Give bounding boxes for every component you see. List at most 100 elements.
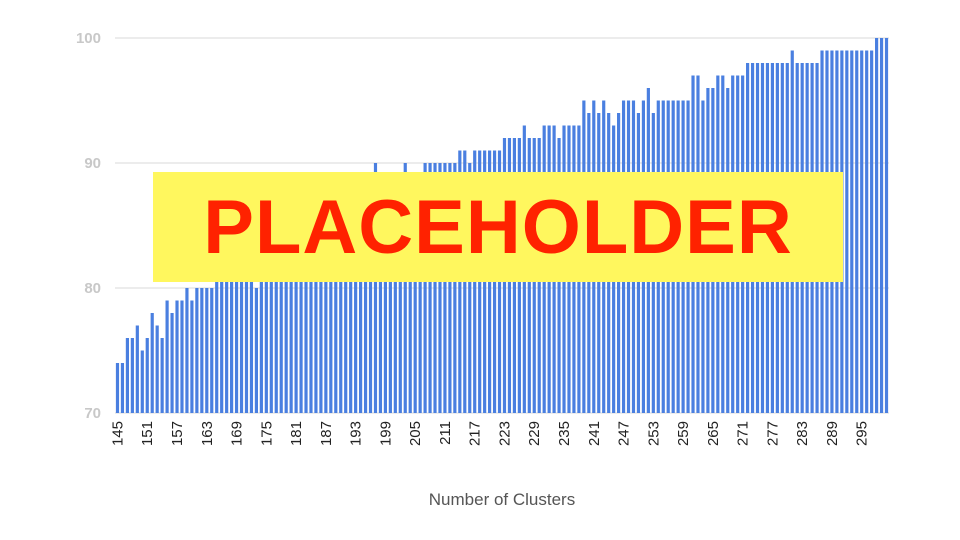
- bar-152: [150, 313, 154, 413]
- x-tick-label: 241: [586, 421, 603, 446]
- x-tick-label: 247: [616, 421, 633, 446]
- x-tick-label: 229: [526, 421, 543, 446]
- placeholder-text: PLACEHOLDER: [203, 184, 793, 270]
- bar-162: [200, 288, 204, 413]
- bar-201: [393, 175, 397, 413]
- bar-192: [349, 200, 353, 413]
- bar-207: [423, 163, 427, 413]
- bar-181: [294, 250, 298, 413]
- gridlines: [115, 37, 889, 414]
- x-axis-label: Number of Clusters: [429, 490, 575, 509]
- y-tick-label: 90: [84, 155, 101, 172]
- bar-174: [259, 275, 263, 413]
- bar-190: [339, 213, 343, 413]
- bar-158: [180, 300, 184, 413]
- x-tick-label: 259: [675, 421, 692, 446]
- y-tick-label: 80: [84, 280, 101, 297]
- bar-187: [324, 225, 328, 413]
- bar-299: [879, 38, 884, 413]
- bar-185: [314, 238, 318, 413]
- bar-189: [334, 213, 338, 413]
- bar-178: [279, 263, 283, 413]
- x-tick-label: 151: [139, 421, 156, 446]
- bar-184: [309, 238, 313, 413]
- x-tick-label: 271: [735, 421, 752, 446]
- bar-194: [359, 188, 363, 413]
- bar-151: [145, 338, 149, 413]
- bar-298: [875, 38, 879, 413]
- y-tick-labels: 70 80 90 100: [76, 30, 101, 422]
- bar-179: [284, 263, 288, 413]
- x-tick-label: 253: [645, 421, 662, 446]
- bar-149: [135, 325, 139, 413]
- bar-193: [354, 188, 358, 413]
- x-tick-label: 295: [854, 421, 871, 446]
- bar-176: [269, 275, 273, 413]
- x-tick-label: 217: [467, 421, 484, 446]
- bar-157: [175, 300, 179, 413]
- bar-296: [865, 50, 869, 413]
- bar-292: [845, 50, 849, 413]
- y-tick-label: 70: [84, 405, 101, 422]
- bar-216: [468, 163, 472, 413]
- bar-205: [413, 175, 417, 413]
- bar-199: [383, 175, 387, 413]
- bar-155: [165, 300, 169, 413]
- bar-164: [210, 288, 214, 413]
- bar-171: [244, 275, 249, 413]
- bar-209: [433, 163, 437, 413]
- bar-163: [205, 288, 209, 413]
- bar-165: [215, 275, 219, 413]
- bar-170: [239, 275, 244, 413]
- bar-295: [860, 50, 864, 413]
- bar-198: [378, 188, 383, 413]
- bar-186: [319, 225, 323, 413]
- bar-197: [373, 163, 378, 413]
- bar-167: [225, 275, 229, 413]
- bar-203: [403, 163, 407, 413]
- bar-160: [190, 300, 194, 413]
- bar-169: [234, 275, 239, 413]
- bar-188: [329, 225, 333, 413]
- x-tick-label: 235: [556, 421, 573, 446]
- placeholder-overlay: PLACEHOLDER: [153, 172, 843, 282]
- bar-166: [220, 275, 224, 413]
- bar-206: [418, 175, 422, 413]
- x-tick-label: 157: [169, 421, 186, 446]
- y-tick-label: 100: [76, 30, 101, 47]
- x-tick-label: 181: [288, 421, 305, 446]
- x-tick-label: 199: [377, 421, 394, 446]
- x-tick-label: 169: [229, 421, 246, 446]
- x-tick-label: 211: [437, 421, 454, 445]
- bar-300: [884, 38, 889, 413]
- bar-196: [368, 175, 373, 413]
- x-tick-label: 163: [199, 421, 216, 446]
- bar-175: [264, 275, 268, 413]
- bar-294: [855, 50, 859, 413]
- bar-212: [448, 163, 452, 413]
- bar-180: [289, 250, 293, 413]
- bar-146: [120, 363, 125, 413]
- bar-297: [870, 50, 874, 413]
- x-tick-label: 175: [258, 421, 275, 446]
- x-tick-label: 193: [348, 421, 365, 446]
- bar-145: [115, 363, 120, 413]
- bar-154: [160, 338, 164, 413]
- bar-153: [155, 325, 159, 413]
- bar-150: [140, 350, 144, 413]
- bar-172: [249, 275, 254, 413]
- x-tick-label: 283: [794, 421, 811, 446]
- x-tick-labels: 145 151 157 163 169 175 181 187 193 199 205 211 217 2…: [109, 421, 870, 446]
- bar-293: [850, 50, 854, 413]
- x-tick-label: 187: [318, 421, 335, 446]
- bar-208: [428, 163, 432, 413]
- x-tick-label: 223: [496, 421, 513, 446]
- bar-195: [363, 175, 368, 413]
- bar-182: [299, 250, 303, 413]
- bar-173: [254, 288, 258, 413]
- bar-177: [274, 263, 278, 413]
- x-tick-label: 265: [705, 421, 722, 446]
- bar-168: [230, 275, 234, 413]
- x-tick-label: 145: [109, 421, 126, 446]
- bar-200: [388, 175, 392, 413]
